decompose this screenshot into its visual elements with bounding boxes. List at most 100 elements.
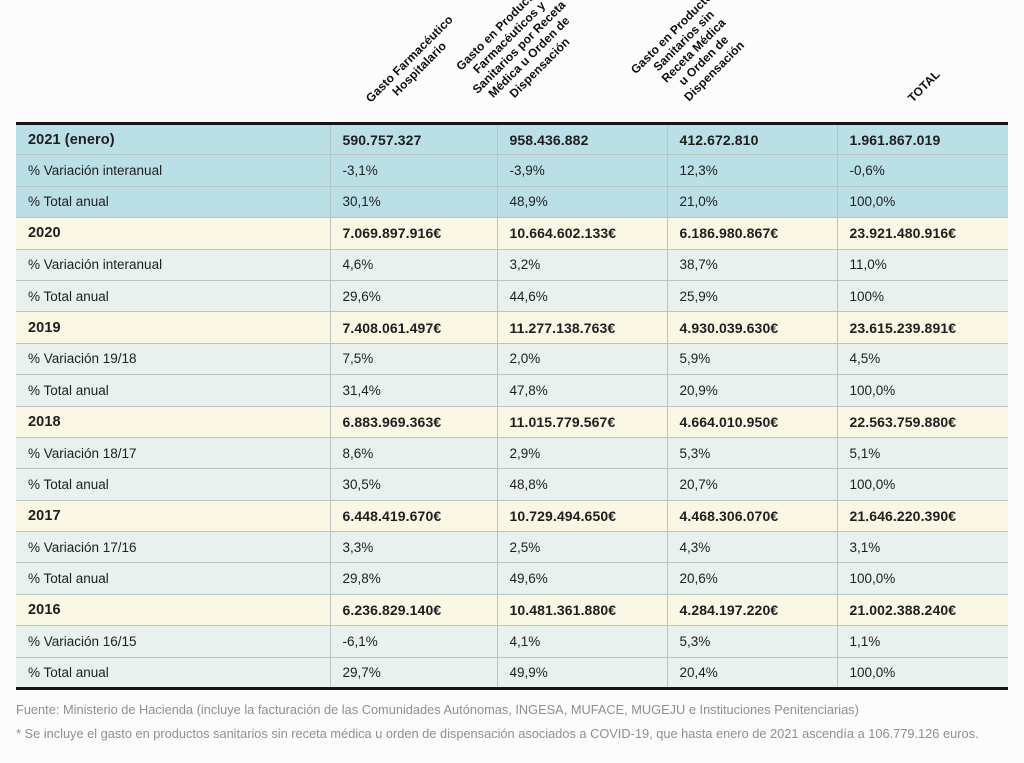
row-label-cell: 2019 bbox=[16, 311, 330, 344]
row-label-cell: % Total anual bbox=[16, 562, 330, 595]
value-cell: 8,6% bbox=[329, 436, 497, 469]
value-cell: 11,0% bbox=[836, 248, 1008, 281]
value-cell: 49,6% bbox=[496, 562, 667, 595]
value-cell: 21.646.220.390€ bbox=[836, 499, 1008, 532]
value-cell: 49,9% bbox=[496, 656, 667, 689]
column-header-total: TOTAL bbox=[904, 67, 943, 105]
value-cell: 10.664.602.133€ bbox=[496, 217, 667, 250]
table-row: 2017 6.448.419.670€ 10.729.494.650€ 4.468.3… bbox=[16, 499, 1008, 532]
value-cell: 20,9% bbox=[666, 374, 837, 407]
value-cell: 5,1% bbox=[836, 436, 1008, 469]
table-row: % Variación 16/15 -6,1% 4,1% 5,3% 1,1% bbox=[16, 625, 1008, 658]
row-label-cell: % Variación interanual bbox=[16, 154, 330, 187]
value-cell: 958.436.882 bbox=[496, 123, 667, 155]
table-row: % Total anual 29,8% 49,6% 20,6% 100,0% bbox=[16, 562, 1008, 595]
value-cell: 30,1% bbox=[329, 185, 497, 218]
column-header-gasto-hospitalario: Gasto Farmacéutico Hospitalario bbox=[362, 12, 456, 105]
value-cell: 4,5% bbox=[836, 342, 1008, 375]
row-label-cell: % Total anual bbox=[16, 185, 330, 218]
value-cell: 7,5% bbox=[329, 342, 497, 375]
row-label-cell: % Total anual bbox=[16, 279, 330, 312]
value-cell: 6.236.829.140€ bbox=[329, 593, 497, 626]
table-row: % Total anual 29,7% 49,9% 20,4% 100,0% bbox=[16, 656, 1008, 689]
value-cell: 4,3% bbox=[666, 531, 837, 563]
table-row: % Total anual 29,6% 44,6% 25,9% 100% bbox=[16, 279, 1008, 312]
value-cell: -0,6% bbox=[836, 154, 1008, 187]
value-cell: 100,0% bbox=[836, 374, 1008, 407]
value-cell: 2,5% bbox=[496, 531, 667, 563]
value-cell: 11.277.138.763€ bbox=[496, 311, 667, 344]
value-cell: 1,1% bbox=[836, 625, 1008, 658]
row-label-cell: % Variación 19/18 bbox=[16, 342, 330, 375]
source-note: Fuente: Ministerio de Hacienda (incluye … bbox=[16, 702, 859, 718]
table-row: % Variación 17/16 3,3% 2,5% 4,3% 3,1% bbox=[16, 531, 1008, 563]
value-cell: 2,0% bbox=[496, 342, 667, 375]
value-cell: 25,9% bbox=[666, 279, 837, 312]
value-cell: 7.069.897.916€ bbox=[329, 217, 497, 250]
value-cell: 12,3% bbox=[666, 154, 837, 187]
table-row: % Variación interanual 4,6% 3,2% 38,7% 11,0% bbox=[16, 248, 1008, 281]
row-label-cell: 2017 bbox=[16, 499, 330, 532]
value-cell: 22.563.759.880€ bbox=[836, 405, 1008, 438]
value-cell: 100,0% bbox=[836, 656, 1008, 689]
row-label-cell: 2020 bbox=[16, 217, 330, 250]
table-row: 2018 6.883.969.363€ 11.015.779.567€ 4.664.0… bbox=[16, 405, 1008, 438]
table-row: 2016 6.236.829.140€ 10.481.361.880€ 4.284.1… bbox=[16, 593, 1008, 626]
value-cell: 5,3% bbox=[666, 625, 837, 658]
value-cell: 5,9% bbox=[666, 342, 837, 375]
value-cell: 4,1% bbox=[496, 625, 667, 658]
value-cell: -3,1% bbox=[329, 154, 497, 187]
value-cell: 21.002.388.240€ bbox=[836, 593, 1008, 626]
value-cell: -3,9% bbox=[496, 154, 667, 187]
value-cell: 21,0% bbox=[666, 185, 837, 218]
row-label-cell: 2021 (enero) bbox=[16, 123, 330, 155]
value-cell: 4.468.306.070€ bbox=[666, 499, 837, 532]
row-label-cell: % Total anual bbox=[16, 656, 330, 689]
row-label-cell: % Variación 18/17 bbox=[16, 436, 330, 469]
value-cell: 100,0% bbox=[836, 468, 1008, 501]
value-cell: 100,0% bbox=[836, 185, 1008, 218]
value-cell: 412.672.810 bbox=[666, 123, 837, 155]
value-cell: 38,7% bbox=[666, 248, 837, 281]
value-cell: 10.481.361.880€ bbox=[496, 593, 667, 626]
value-cell: 1.961.867.019 bbox=[836, 123, 1008, 155]
footnotes: Fuente: Ministerio de Hacienda (incluye … bbox=[16, 701, 1008, 743]
value-cell: 6.186.980.867€ bbox=[666, 217, 837, 250]
row-label-cell: 2018 bbox=[16, 405, 330, 438]
value-cell: 3,1% bbox=[836, 531, 1008, 563]
value-cell: 5,3% bbox=[666, 436, 837, 469]
value-cell: 590.757.327 bbox=[329, 123, 497, 155]
value-cell: 30,5% bbox=[329, 468, 497, 501]
value-cell: 11.015.779.567€ bbox=[496, 405, 667, 438]
value-cell: 4.284.197.220€ bbox=[666, 593, 837, 626]
value-cell: 3,3% bbox=[329, 531, 497, 563]
row-label-cell: % Variación 17/16 bbox=[16, 531, 330, 563]
covid-note: * Se incluye el gasto en productos sanit… bbox=[16, 725, 979, 741]
value-cell: 44,6% bbox=[496, 279, 667, 312]
value-cell: -6,1% bbox=[329, 625, 497, 658]
table-row: % Variación interanual -3,1% -3,9% 12,3% -0,… bbox=[16, 154, 1008, 187]
value-cell: 3,2% bbox=[496, 248, 667, 281]
gasto-farmaceutico-table: 2021 (enero) 590.757.327 958.436.882 412.67… bbox=[16, 122, 1008, 691]
value-cell: 6.883.969.363€ bbox=[329, 405, 497, 438]
row-label-cell: % Total anual bbox=[16, 468, 330, 501]
table-row: 2020 7.069.897.916€ 10.664.602.133€ 6.186.9… bbox=[16, 217, 1008, 250]
value-cell: 6.448.419.670€ bbox=[329, 499, 497, 532]
value-cell: 20,4% bbox=[666, 656, 837, 689]
table-row: % Total anual 30,5% 48,8% 20,7% 100,0% bbox=[16, 468, 1008, 501]
value-cell: 20,7% bbox=[666, 468, 837, 501]
value-cell: 48,9% bbox=[496, 185, 667, 218]
value-cell: 7.408.061.497€ bbox=[329, 311, 497, 344]
value-cell: 2,9% bbox=[496, 436, 667, 469]
value-cell: 100% bbox=[836, 279, 1008, 312]
table-row: % Total anual 31,4% 47,8% 20,9% 100,0% bbox=[16, 374, 1008, 407]
value-cell: 4.930.039.630€ bbox=[666, 311, 837, 344]
table-row: % Total anual 30,1% 48,9% 21,0% 100,0% bbox=[16, 185, 1008, 218]
table-row: % Variación 18/17 8,6% 2,9% 5,3% 5,1% bbox=[16, 436, 1008, 469]
value-cell: 29,8% bbox=[329, 562, 497, 595]
column-header-sin-receta: Gasto en Productos Sanitarios sin Receta… bbox=[627, 0, 747, 104]
value-cell: 4.664.010.950€ bbox=[666, 405, 837, 438]
table-row: % Variación 19/18 7,5% 2,0% 5,9% 4,5% bbox=[16, 342, 1008, 375]
table-row: 2019 7.408.061.497€ 11.277.138.763€ 4.930.0… bbox=[16, 311, 1008, 344]
